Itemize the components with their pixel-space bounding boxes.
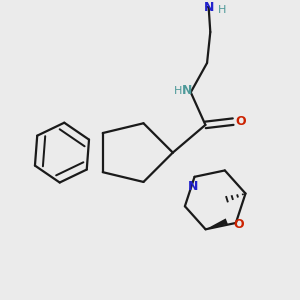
Text: O: O <box>233 218 244 231</box>
Text: H: H <box>174 86 182 96</box>
Text: H: H <box>218 5 226 15</box>
Text: N: N <box>188 180 198 193</box>
Polygon shape <box>206 218 228 229</box>
Text: N: N <box>182 84 193 97</box>
Text: O: O <box>235 115 246 128</box>
Text: N: N <box>203 1 214 14</box>
